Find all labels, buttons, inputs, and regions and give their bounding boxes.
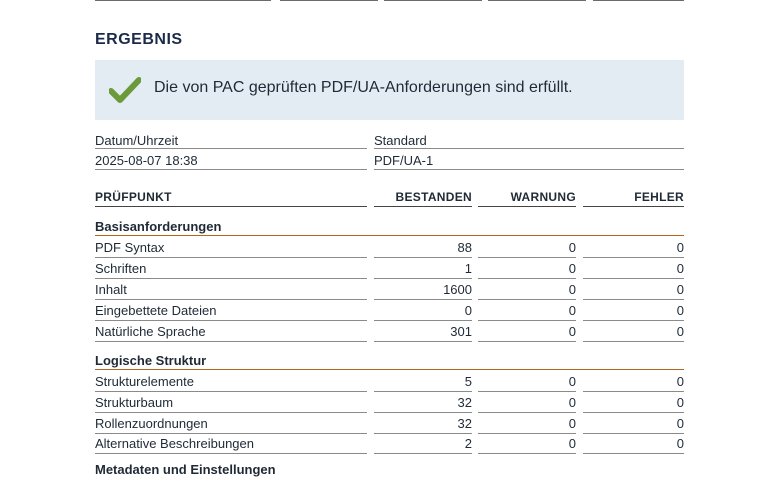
row-error: 0: [676, 374, 684, 389]
row-passed: 301: [450, 324, 472, 339]
row-passed: 88: [457, 240, 472, 255]
table-row: Natürliche Sprache 301 0 0: [0, 321, 780, 342]
result-message: Die von PAC geprüften PDF/UA-Anforderung…: [154, 79, 573, 96]
column-header-passed: BESTANDEN: [395, 190, 472, 204]
row-name: Inhalt: [95, 282, 127, 297]
standard-label: Standard: [374, 133, 427, 148]
row-name: Strukturelemente: [95, 374, 194, 389]
row-passed: 0: [464, 303, 472, 318]
divider: [583, 206, 684, 207]
row-name: Rollenzuordnungen: [95, 416, 208, 431]
section-divider: [95, 235, 684, 236]
row-warning: 0: [568, 303, 576, 318]
row-warning: 0: [568, 324, 576, 339]
row-error: 0: [676, 303, 684, 318]
row-error: 0: [676, 395, 684, 410]
row-passed: 1600: [443, 282, 472, 297]
page-title: ERGEBNIS: [95, 31, 183, 48]
row-name: Strukturbaum: [95, 395, 174, 410]
row-name: Eingebettete Dateien: [95, 303, 217, 318]
row-passed: 5: [464, 374, 472, 389]
row-warning: 0: [568, 261, 576, 276]
datetime-value: 2025-08-07 18:38: [95, 153, 198, 168]
section-title: Basisanforderungen: [95, 219, 222, 234]
section-title: Logische Struktur: [95, 353, 207, 368]
section-divider: [95, 369, 684, 370]
table-row: Eingebettete Dateien 0 0 0: [0, 300, 780, 321]
divider: [95, 206, 367, 207]
divider: [95, 148, 367, 149]
table-row: Strukturbaum 32 0 0: [0, 392, 780, 413]
row-error: 0: [676, 324, 684, 339]
table-row: Strukturelemente 5 0 0: [0, 371, 780, 392]
column-header-warning: WARNUNG: [510, 190, 576, 204]
row-warning: 0: [568, 240, 576, 255]
row-name: Alternative Beschreibungen: [95, 436, 254, 451]
divider: [95, 169, 367, 170]
row-name: PDF Syntax: [95, 240, 165, 255]
row-warning: 0: [568, 374, 576, 389]
row-warning: 0: [568, 282, 576, 297]
row-error: 0: [676, 261, 684, 276]
table-row: Rollenzuordnungen 32 0 0: [0, 413, 780, 434]
standard-value: PDF/UA-1: [374, 153, 434, 168]
top-rules: [0, 0, 780, 2]
table-row: Schriften 1 0 0: [0, 258, 780, 279]
row-error: 0: [676, 416, 684, 431]
column-header-error: FEHLER: [634, 190, 684, 204]
divider: [478, 206, 576, 207]
datetime-label: Datum/Uhrzeit: [95, 133, 179, 148]
divider: [374, 206, 472, 207]
table-row: Alternative Beschreibungen 2 0 0: [0, 433, 780, 454]
column-header-checkpoint: PRÜFPUNKT: [95, 190, 172, 204]
row-passed: 1: [464, 261, 472, 276]
row-error: 0: [676, 240, 684, 255]
row-passed: 32: [457, 395, 472, 410]
divider: [374, 169, 684, 170]
row-passed: 32: [457, 416, 472, 431]
table-row: PDF Syntax 88 0 0: [0, 237, 780, 258]
row-error: 0: [676, 436, 684, 451]
result-banner: Die von PAC geprüften PDF/UA-Anforderung…: [95, 60, 684, 120]
row-warning: 0: [568, 436, 576, 451]
row-warning: 0: [568, 395, 576, 410]
row-passed: 2: [464, 436, 472, 451]
row-warning: 0: [568, 416, 576, 431]
table-row: Inhalt 1600 0 0: [0, 279, 780, 300]
row-name: Natürliche Sprache: [95, 324, 206, 339]
divider: [374, 148, 684, 149]
row-error: 0: [676, 282, 684, 297]
checkmark-icon: [109, 77, 141, 103]
row-name: Schriften: [95, 261, 147, 276]
